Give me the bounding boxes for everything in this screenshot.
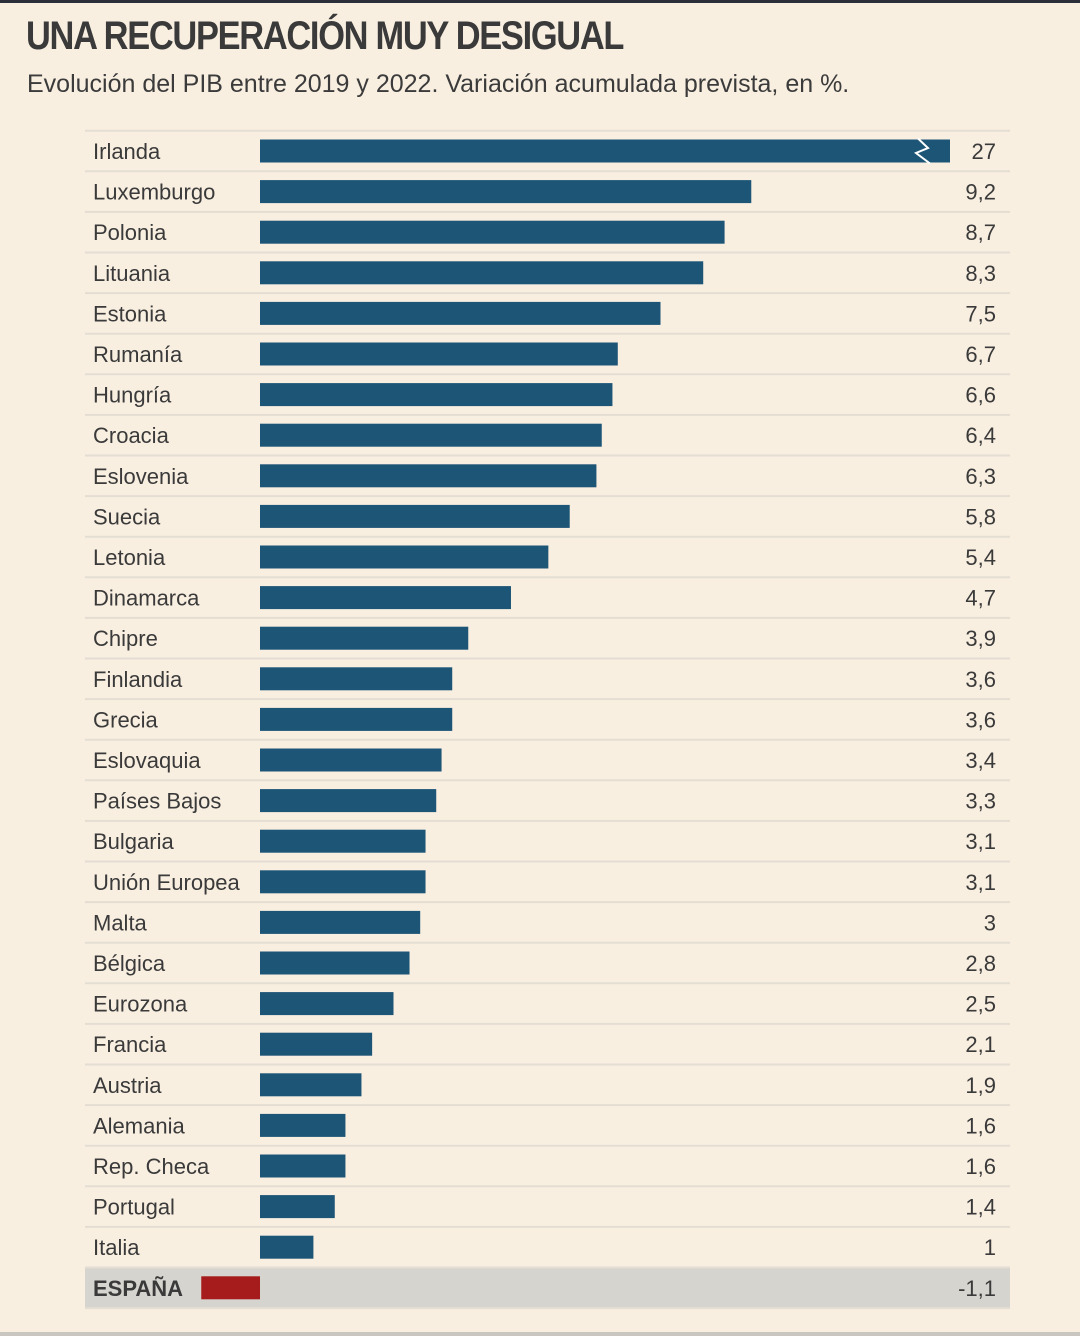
category-label: Austria — [93, 1073, 162, 1098]
bar — [260, 220, 725, 244]
value-label: 1,4 — [965, 1195, 996, 1220]
category-label: Bulgaria — [93, 829, 174, 854]
bar — [260, 829, 426, 853]
bar — [260, 1154, 346, 1178]
bar — [260, 870, 426, 894]
category-label: Unión Europea — [93, 870, 241, 895]
value-label: 3,1 — [965, 829, 996, 854]
value-label: 7,5 — [965, 301, 996, 326]
value-label: 5,4 — [965, 545, 996, 570]
value-label: 6,7 — [965, 342, 996, 367]
bar — [260, 667, 453, 691]
category-label: Eslovenia — [93, 464, 189, 489]
bar — [260, 383, 613, 407]
value-label: 8,7 — [965, 220, 996, 245]
bar — [260, 180, 752, 204]
bar — [260, 423, 602, 447]
value-label: 6,6 — [965, 383, 996, 408]
value-label: 3,6 — [965, 707, 996, 732]
value-label: 8,3 — [965, 261, 996, 286]
bar — [260, 261, 704, 285]
category-label: Letonia — [93, 545, 166, 570]
value-label: 27 — [972, 139, 996, 164]
value-label: 1,9 — [965, 1073, 996, 1098]
category-label: Rumanía — [93, 342, 183, 367]
chart-title: UNA RECUPERACIÓN MUY DESIGUAL — [26, 14, 624, 58]
value-label: 3,1 — [965, 870, 996, 895]
value-label: 3 — [984, 910, 996, 935]
bar — [260, 910, 421, 934]
value-label: 1,6 — [965, 1154, 996, 1179]
bar — [260, 951, 410, 975]
category-label: Lituania — [93, 261, 171, 286]
value-label: 3,4 — [965, 748, 996, 773]
value-label: -1,1 — [958, 1276, 996, 1301]
bar — [260, 789, 437, 813]
bar — [260, 992, 394, 1016]
bar — [260, 301, 661, 325]
bar — [260, 545, 549, 569]
value-label: 6,4 — [965, 423, 996, 448]
category-label: Portugal — [93, 1195, 175, 1220]
bar — [260, 1073, 362, 1097]
value-label: 3,6 — [965, 667, 996, 692]
category-label: Grecia — [93, 707, 159, 732]
bar — [260, 626, 469, 650]
bar — [260, 707, 453, 731]
category-label: Estonia — [93, 301, 167, 326]
category-label: Chipre — [93, 626, 158, 651]
category-label: Finlandia — [93, 667, 183, 692]
bottom-rule — [0, 1332, 1080, 1336]
category-label: Dinamarca — [93, 586, 200, 611]
category-label: Rep. Checa — [93, 1154, 210, 1179]
top-rule — [0, 0, 1080, 3]
bar — [260, 1235, 314, 1259]
value-label: 4,7 — [965, 586, 996, 611]
axis-break-mark — [914, 137, 931, 165]
bar — [260, 1195, 335, 1219]
category-label: Luxemburgo — [93, 180, 215, 205]
category-label: Eurozona — [93, 992, 188, 1017]
category-label: Eslovaquia — [93, 748, 201, 773]
bar — [260, 586, 511, 610]
category-label: Croacia — [93, 423, 170, 448]
category-label: ESPAÑA — [93, 1276, 183, 1301]
value-label: 2,1 — [965, 1032, 996, 1057]
value-label: 3,9 — [965, 626, 996, 651]
value-label: 2,5 — [965, 992, 996, 1017]
value-label: 9,2 — [965, 180, 996, 205]
category-label: Italia — [93, 1235, 140, 1260]
value-label: 5,8 — [965, 504, 996, 529]
bar — [260, 504, 570, 528]
category-label: Suecia — [93, 504, 161, 529]
category-label: Polonia — [93, 220, 167, 245]
category-label: Irlanda — [93, 139, 161, 164]
value-label: 1 — [984, 1235, 996, 1260]
category-label: Francia — [93, 1032, 167, 1057]
bar — [260, 1113, 346, 1137]
bar — [201, 1276, 260, 1300]
value-label: 1,6 — [965, 1113, 996, 1138]
category-label: Malta — [93, 910, 148, 935]
category-label: Países Bajos — [93, 789, 221, 814]
category-label: Hungría — [93, 383, 172, 408]
bar — [260, 1032, 373, 1056]
value-label: 2,8 — [965, 951, 996, 976]
bar — [260, 139, 950, 163]
chart-subtitle: Evolución del PIB entre 2019 y 2022. Var… — [27, 70, 850, 98]
bar — [260, 342, 618, 366]
value-label: 6,3 — [965, 464, 996, 489]
category-label: Alemania — [93, 1113, 185, 1138]
bar — [260, 464, 597, 488]
bar — [260, 748, 442, 772]
value-label: 3,3 — [965, 789, 996, 814]
category-label: Bélgica — [93, 951, 166, 976]
